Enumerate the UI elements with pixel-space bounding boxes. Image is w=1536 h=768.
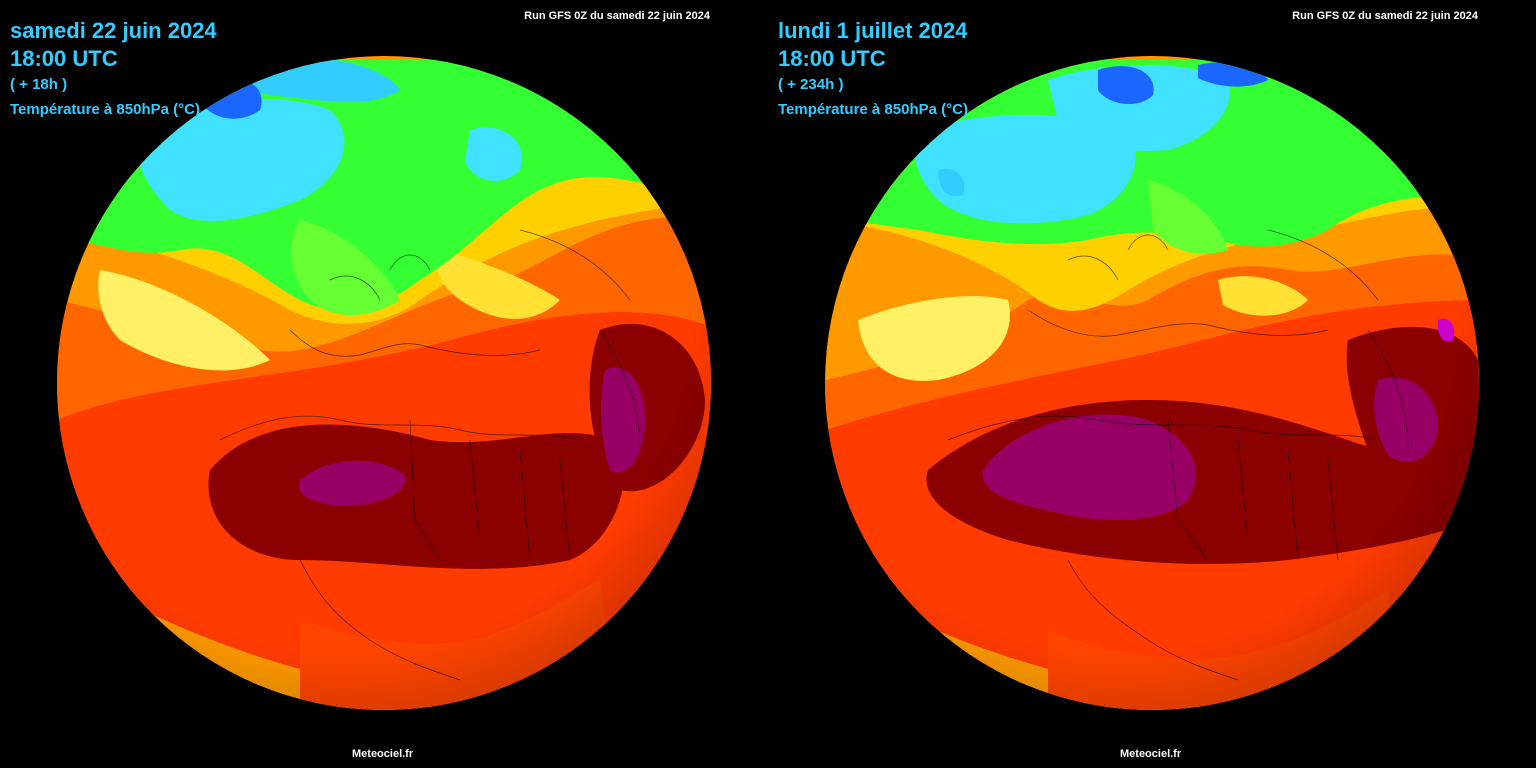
parameter-label: Température à 850hPa (°C): [778, 101, 968, 118]
map-panel-right: lundi 1 juillet 2024 18:00 UTC ( + 234h …: [768, 0, 1536, 768]
model-run-label: Run GFS 0Z du samedi 22 juin 2024: [524, 10, 710, 22]
forecast-time: 18:00 UTC: [10, 46, 118, 71]
source-credit: Meteociel.fr: [352, 748, 414, 760]
globe-map-right: [825, 56, 1479, 710]
forecast-time: 18:00 UTC: [778, 46, 886, 71]
forecast-date: samedi 22 juin 2024: [10, 18, 217, 43]
globe-map-left: [57, 56, 711, 710]
model-run-label: Run GFS 0Z du samedi 22 juin 2024: [1292, 10, 1478, 22]
parameter-label: Température à 850hPa (°C): [10, 101, 200, 118]
forecast-offset: ( + 18h ): [10, 76, 68, 93]
map-panel-left: samedi 22 juin 2024 18:00 UTC ( + 18h ) …: [10, 10, 711, 760]
source-credit: Meteociel.fr: [1120, 748, 1182, 760]
forecast-date: lundi 1 juillet 2024: [778, 18, 968, 43]
forecast-offset: ( + 234h ): [778, 76, 844, 93]
